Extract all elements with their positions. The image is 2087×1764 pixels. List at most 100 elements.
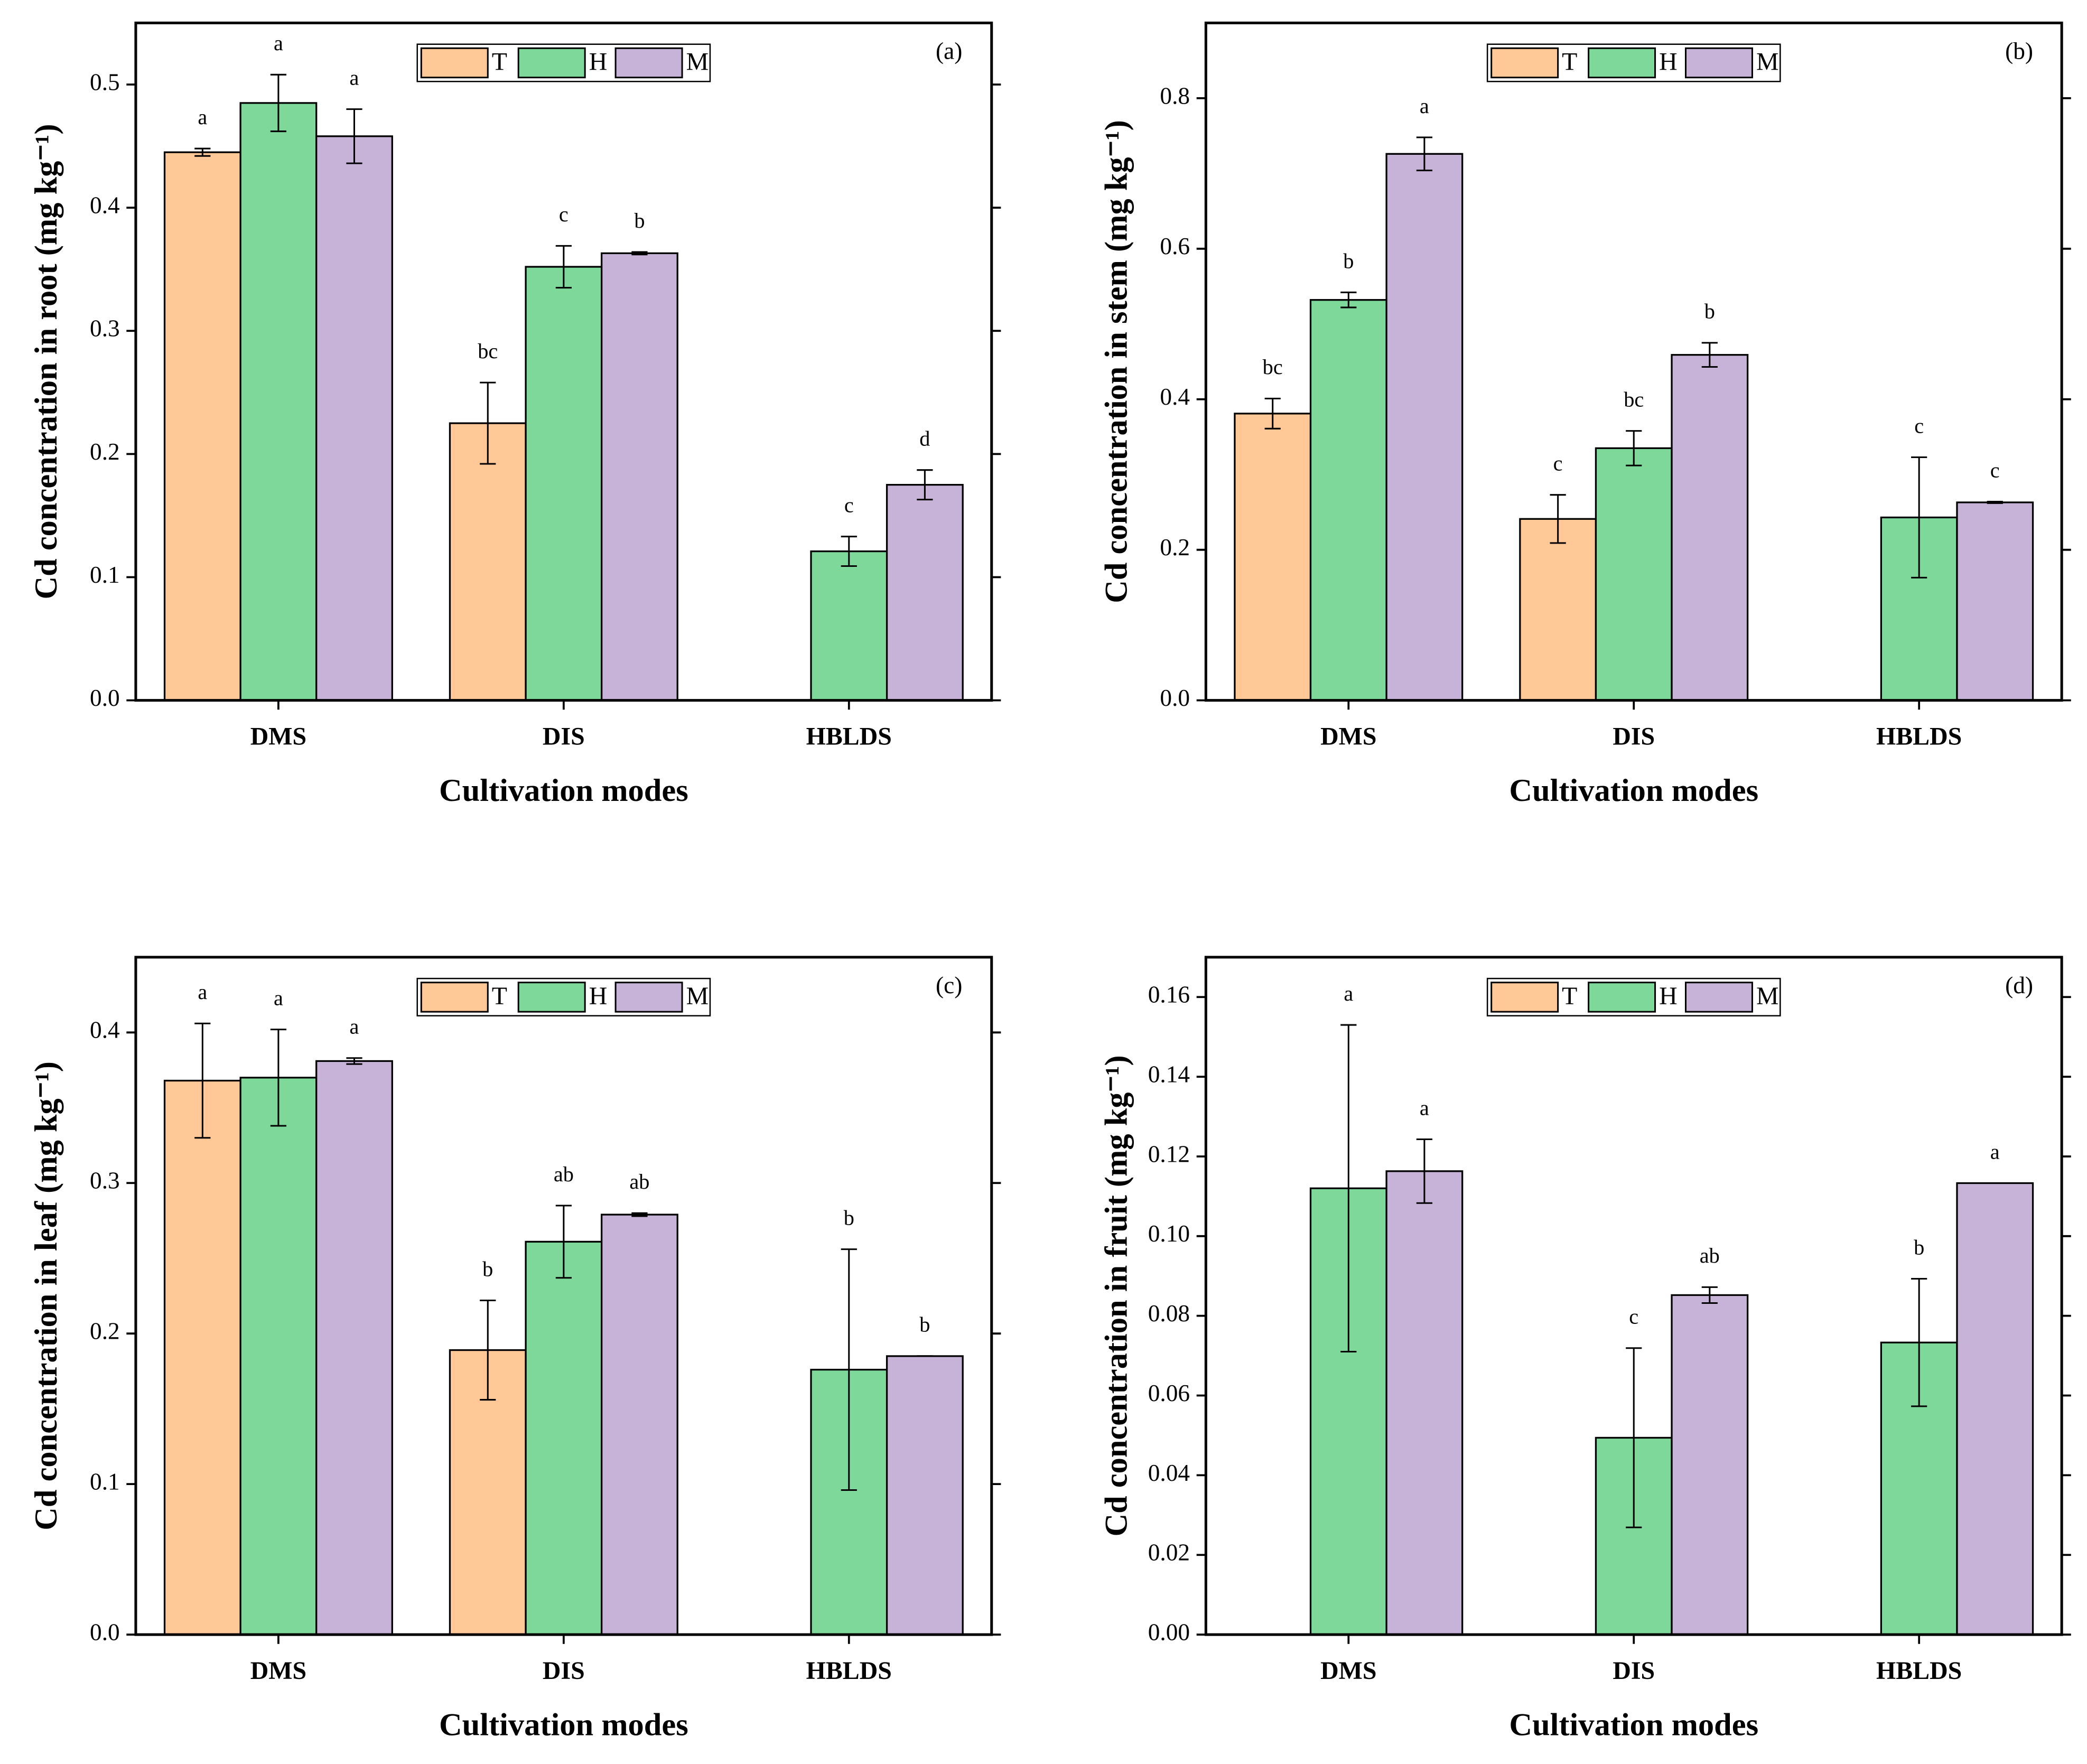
x-axis-title: Cultivation modes	[1509, 1707, 1758, 1742]
x-tick-label: DIS	[543, 723, 585, 751]
significance-letter: bc	[1263, 355, 1283, 379]
error-bar	[480, 381, 496, 465]
y-tick-label: 0.08	[1148, 1300, 1190, 1327]
y-tick-label: 0.0	[1160, 685, 1190, 711]
y-axis-title: Cd concentration in leaf (mg kg⁻¹)	[29, 1061, 64, 1530]
legend-swatch	[1490, 47, 1559, 79]
y-tick-label: 0.4	[1160, 384, 1190, 410]
y-tick-label: 0.16	[1148, 982, 1190, 1008]
error-bar	[555, 1205, 572, 1279]
plot-frame	[134, 956, 993, 1636]
legend-label: H	[589, 48, 608, 76]
y-tick-label: 0.5	[90, 69, 120, 95]
bar	[1671, 354, 1749, 702]
x-tick-label: DMS	[1320, 723, 1376, 751]
error-bar	[1416, 136, 1433, 172]
y-tick-label: 0.6	[1160, 233, 1190, 259]
bar	[525, 266, 603, 702]
legend-label: T	[492, 48, 507, 76]
significance-letter: b	[919, 1313, 930, 1337]
bar	[1956, 501, 2034, 702]
y-tick-label: 0.14	[1148, 1061, 1190, 1088]
significance-letter: a	[350, 1015, 359, 1039]
error-bar	[346, 108, 362, 164]
significance-letter: a	[1420, 1096, 1429, 1119]
panel-label: (a)	[936, 38, 962, 64]
significance-letter: bc	[478, 339, 498, 363]
legend-label: M	[686, 48, 709, 76]
significance-letter: a	[1344, 982, 1353, 1005]
significance-letter: a	[198, 980, 207, 1004]
legend-swatch	[614, 47, 683, 79]
legend-label: H	[589, 982, 608, 1010]
bar	[449, 422, 527, 702]
significance-letter: ab	[554, 1162, 574, 1186]
error-bar	[631, 251, 648, 256]
bar	[1519, 518, 1597, 702]
y-tick-label: 0.4	[90, 1017, 120, 1043]
significance-letter: c	[1629, 1305, 1638, 1329]
x-tick-label: HBLDS	[1876, 1657, 1962, 1685]
y-tick-label: 0.0	[90, 685, 120, 711]
bar	[1385, 1170, 1464, 1636]
error-bar	[1340, 291, 1357, 309]
error-bar	[1911, 1278, 1927, 1407]
legend-swatch	[1588, 982, 1656, 1013]
x-tick-label: DIS	[1613, 1657, 1655, 1685]
error-bar	[270, 1029, 287, 1127]
legend-swatch	[420, 47, 489, 79]
significance-letter: b	[482, 1257, 493, 1281]
y-tick-label: 0.06	[1148, 1380, 1190, 1406]
significance-letter: b	[1343, 249, 1354, 273]
plot-frame	[1204, 21, 2063, 702]
legend-swatch	[1684, 982, 1753, 1013]
legend-label: T	[492, 982, 507, 1010]
significance-letter: a	[1420, 94, 1429, 118]
panel-label: (d)	[2005, 972, 2033, 998]
legend-swatch	[517, 47, 586, 79]
y-tick-label: 0.12	[1148, 1141, 1190, 1167]
significance-letter: b	[634, 209, 645, 232]
y-tick-label: 0.3	[90, 1168, 120, 1194]
bar	[810, 550, 888, 702]
x-tick-label: HBLDS	[806, 1657, 892, 1685]
y-tick-label: 0.8	[1160, 82, 1190, 109]
y-tick-label: 0.1	[90, 562, 120, 588]
legend-label: T	[1562, 982, 1577, 1010]
bar	[315, 135, 393, 702]
x-tick-label: DMS	[250, 723, 306, 751]
significance-letter: c	[844, 493, 854, 517]
bar	[1309, 299, 1387, 702]
bar	[315, 1060, 393, 1636]
error-bar	[917, 469, 933, 501]
legend-label: M	[1756, 48, 1779, 76]
panel: 0.0 0.2 0.4 0.6 0.8 DMS bc b a DIS c bc b HBLDS c c Cult…	[1098, 21, 2071, 808]
significance-letter: a	[350, 66, 359, 89]
y-axis-title: Cd concentration in root (mg kg⁻¹)	[29, 124, 64, 600]
x-tick-label: DIS	[543, 1657, 585, 1685]
bar	[1234, 413, 1312, 702]
significance-letter: c	[1990, 458, 2000, 482]
legend-label: T	[1562, 48, 1577, 76]
panel: 0.0 0.1 0.2 0.3 0.4 0.5 DMS a a a DIS bc c b HBLDS c d Cu…	[29, 21, 1001, 808]
plot-frame	[134, 21, 993, 702]
legend-swatch	[1684, 47, 1753, 79]
significance-letter: bc	[1624, 387, 1644, 411]
bar	[1595, 447, 1673, 702]
legend-label: H	[1659, 982, 1678, 1010]
error-bar	[1911, 456, 1927, 578]
error-bar	[631, 1212, 648, 1217]
y-tick-label: 0.2	[90, 438, 120, 465]
bar	[239, 102, 318, 702]
error-bar	[1987, 501, 2003, 504]
bar	[886, 484, 964, 702]
error-bar	[1416, 1138, 1433, 1204]
x-axis-title: Cultivation modes	[1509, 773, 1758, 808]
panel: 0.0 0.1 0.2 0.3 0.4 DMS a a a DIS b ab ab HBLDS b b Cult…	[29, 956, 1001, 1742]
error-bar	[194, 1022, 211, 1139]
error-bar	[841, 1248, 857, 1491]
bar	[1671, 1294, 1749, 1636]
bar	[163, 151, 241, 702]
